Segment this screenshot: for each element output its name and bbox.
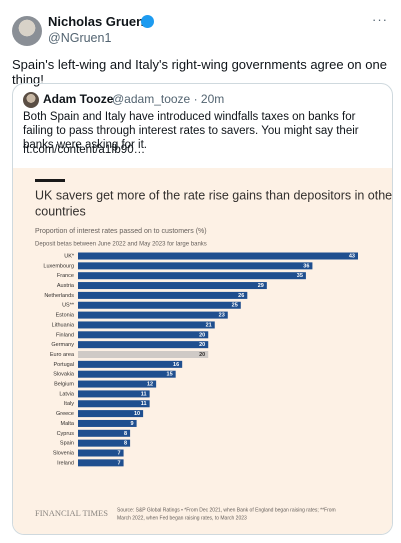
value-label: 21: [206, 322, 212, 328]
value-label: 35: [297, 273, 303, 279]
bar: [78, 331, 209, 339]
quote-avatar: [23, 92, 39, 108]
value-label: 20: [199, 342, 205, 348]
logo: FINANCIAL TIMES: [35, 508, 108, 518]
category-label: Austria: [57, 283, 75, 289]
quote-handle: @adam_tooze: [112, 92, 191, 106]
bar: [78, 311, 228, 319]
bar: [78, 380, 157, 388]
bar: [78, 272, 306, 280]
avatar[interactable]: [12, 16, 42, 46]
bar: [78, 419, 137, 427]
value-label: 15: [167, 372, 173, 378]
bar: [78, 400, 150, 408]
value-label: 10: [134, 411, 140, 417]
value-label: 20: [199, 352, 205, 358]
source: Source: S&P Global Ratings • *From Dec 2…: [117, 507, 336, 513]
category-label: UK*: [64, 253, 75, 259]
value-label: 43: [349, 253, 355, 259]
value-label: 16: [173, 362, 179, 368]
value-label: 23: [219, 313, 225, 319]
bar: [78, 291, 248, 299]
quote-time: 20m: [200, 92, 225, 106]
author-handle[interactable]: @NGruen1: [48, 31, 112, 45]
value-label: 11: [141, 391, 147, 397]
value-label: 7: [118, 460, 121, 466]
category-label: Lithuania: [52, 322, 75, 328]
author-name[interactable]: Nicholas Gruen: [48, 14, 145, 29]
category-label: Malta: [61, 421, 75, 427]
category-label: Latvia: [59, 391, 75, 397]
bar: [78, 282, 267, 290]
category-label: Germany: [51, 342, 74, 348]
category-label: Slovakia: [53, 372, 75, 378]
category-label: Luxembourg: [43, 263, 74, 269]
category-label: Portugal: [54, 362, 75, 368]
chart-title: UK savers get more of the rate rise gain…: [35, 188, 392, 202]
category-label: Euro area: [50, 352, 75, 358]
bar: [78, 341, 209, 349]
value-label: 12: [147, 382, 153, 388]
category-label: Finland: [56, 332, 74, 338]
chart: UK savers get more of the rate rise gain…: [13, 168, 392, 534]
category-label: US**: [62, 303, 75, 309]
more-menu[interactable]: ···: [372, 12, 388, 27]
value-label: 9: [131, 421, 134, 427]
value-label: 11: [141, 401, 147, 407]
quote-author: Adam Tooze: [43, 92, 114, 106]
category-label: Italy: [64, 401, 74, 407]
bar: [78, 390, 150, 398]
bar: [78, 370, 176, 378]
quote-meta: @adam_tooze · 20m: [112, 92, 224, 106]
bar: [78, 410, 144, 418]
category-label: Estonia: [56, 313, 75, 319]
title-rule: [35, 179, 65, 182]
value-label: 7: [118, 450, 121, 456]
category-label: Cyprus: [57, 431, 75, 437]
bar: [78, 301, 241, 309]
chart-title: countries: [35, 204, 86, 218]
quote-text: Both Spain and Italy have introduced win…: [23, 111, 359, 151]
chart-note: Deposit betas between June 2022 and May …: [35, 242, 207, 248]
bar: [78, 439, 131, 447]
separator: ·: [193, 92, 198, 106]
value-label: 25: [232, 303, 238, 309]
category-label: Netherlands: [44, 293, 74, 299]
quote-link[interactable]: ft.com/content/a1fb90…: [23, 144, 146, 156]
category-label: Belgium: [54, 382, 74, 388]
verified-badge: [141, 15, 154, 28]
bar: [78, 262, 313, 270]
value-label: 8: [124, 431, 127, 437]
value-label: 26: [238, 293, 244, 299]
value-label: 20: [199, 332, 205, 338]
bar: [78, 252, 358, 260]
bar: [78, 321, 215, 329]
category-label: Ireland: [57, 460, 74, 466]
value-label: 29: [258, 283, 264, 289]
source: March 2022, when Fed began raising rates…: [117, 515, 247, 521]
bar: [78, 429, 131, 437]
category-label: Spain: [60, 441, 74, 447]
bar: [78, 459, 124, 467]
bar: [78, 360, 183, 368]
bar: [78, 449, 124, 457]
category-label: France: [57, 273, 74, 279]
value-label: 36: [303, 263, 309, 269]
chart-subtitle: Proportion of interest rates passed on t…: [35, 228, 207, 235]
category-label: Slovenia: [53, 450, 75, 456]
bar: [78, 351, 209, 358]
value-label: 8: [124, 441, 127, 447]
category-label: Greece: [56, 411, 74, 417]
quote-tweet[interactable]: Adam Tooze @adam_tooze · 20m Both Spain …: [12, 83, 393, 535]
